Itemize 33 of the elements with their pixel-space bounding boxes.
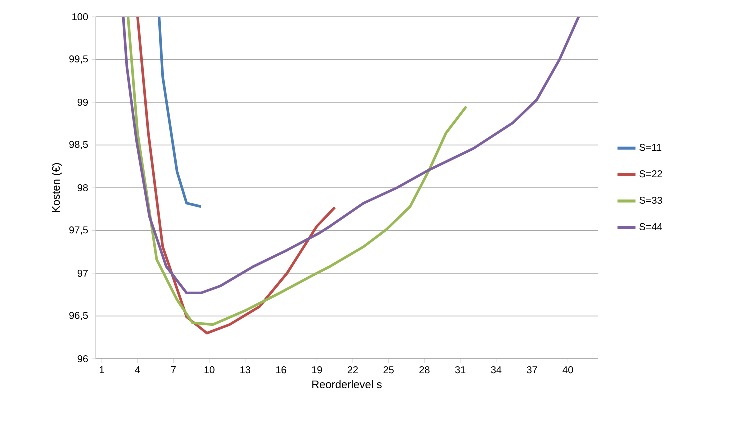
line-series xyxy=(158,17,202,208)
y-tick-label: 96 xyxy=(78,355,88,363)
x-tick-label: 1 xyxy=(100,366,104,374)
y-tick-label: 99 xyxy=(78,98,88,106)
x-tick-label: 4 xyxy=(135,366,140,374)
y-tick-label: 97 xyxy=(78,270,88,278)
y-tick-label: 96,5 xyxy=(70,312,88,320)
x-tick-label: 16 xyxy=(276,366,286,374)
x-axis-title: Reorderlevel s xyxy=(312,380,382,388)
legend-label: S=11 xyxy=(640,144,662,152)
line-series xyxy=(136,17,336,335)
line-series xyxy=(126,17,468,326)
y-tick-label: 98 xyxy=(78,184,88,192)
x-tick-label: 40 xyxy=(562,366,574,374)
x-tick-label: 7 xyxy=(171,366,176,374)
x-tick-label: 22 xyxy=(348,366,358,374)
line-series xyxy=(122,17,580,294)
legend-label: S=33 xyxy=(640,196,662,204)
legend-label: S=44 xyxy=(640,223,662,230)
x-tick-label: 37 xyxy=(527,366,538,374)
y-tick-label: 98,5 xyxy=(70,141,88,150)
x-tick-label: 25 xyxy=(384,366,394,374)
x-tick-label: 19 xyxy=(312,366,322,374)
x-tick-label: 10 xyxy=(204,366,215,374)
y-tick-label: 100 xyxy=(72,13,88,21)
x-tick-label: 28 xyxy=(420,366,430,374)
x-tick-label: 13 xyxy=(240,366,251,374)
y-axis-title: Kosten (€) xyxy=(52,163,62,212)
y-tick-label: 97,5 xyxy=(70,226,88,235)
legend-label: S=22 xyxy=(640,170,662,178)
x-tick-label: 31 xyxy=(455,366,466,374)
y-tick-label: 99,5 xyxy=(70,56,88,64)
x-tick-label: 34 xyxy=(491,366,502,374)
